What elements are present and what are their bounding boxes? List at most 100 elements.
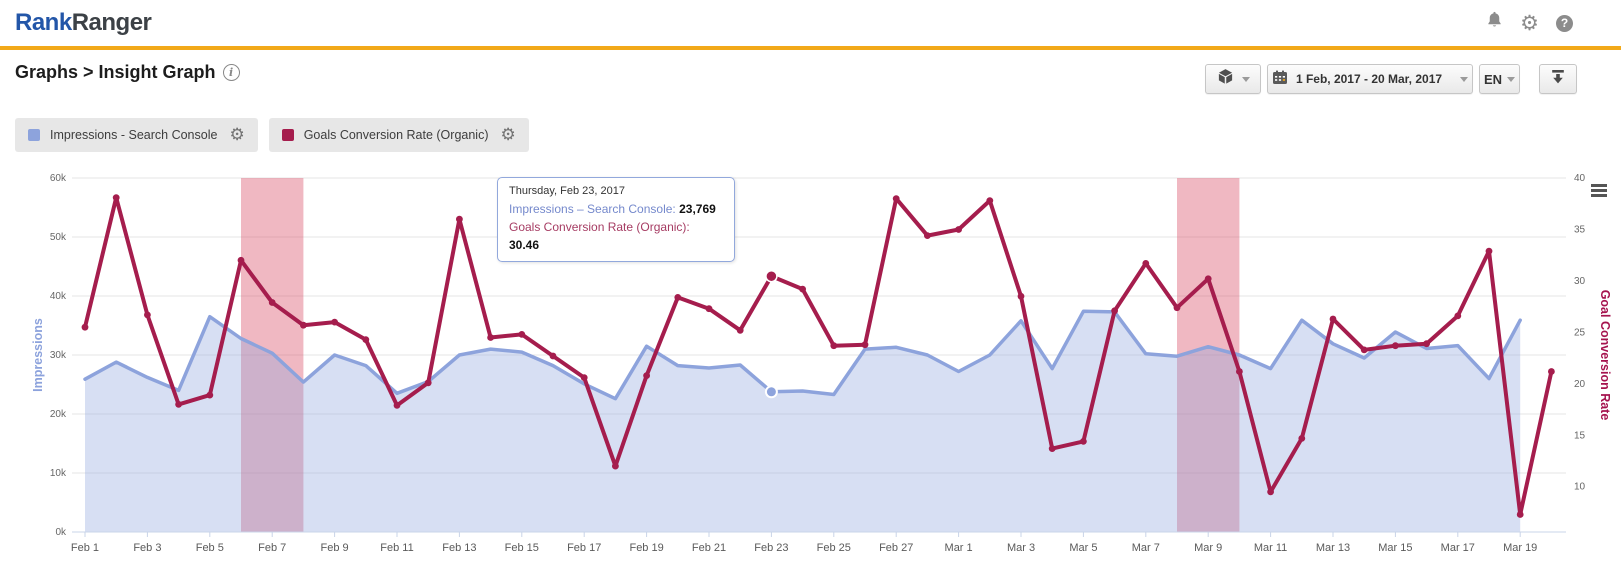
goals-point-marker[interactable] (1454, 312, 1462, 320)
view-selector-button[interactable] (1205, 64, 1261, 94)
y-left-axis-label: 60k (50, 173, 67, 184)
goals-point-marker[interactable] (1516, 511, 1524, 518)
x-axis-label: Feb 27 (879, 542, 913, 554)
goals-point-marker[interactable] (549, 352, 557, 360)
goals-point-marker[interactable] (144, 311, 151, 319)
goals-point-marker[interactable] (1423, 340, 1430, 348)
goals-point-marker[interactable] (1111, 307, 1118, 315)
tooltip-impressions-value: 23,769 (679, 202, 716, 216)
goals-point-marker[interactable] (892, 195, 900, 202)
legend-chip-impressions[interactable]: Impressions - Search Console ⚙ (15, 118, 258, 152)
goals-point-marker[interactable] (1048, 445, 1056, 452)
date-range-picker[interactable]: 1 Feb, 2017 - 20 Mar, 2017 (1267, 64, 1473, 94)
goals-point-marker[interactable] (1392, 342, 1399, 350)
y-left-axis-label: 30k (50, 350, 67, 361)
goals-point-marker[interactable] (643, 372, 650, 379)
goals-point-marker[interactable] (1017, 292, 1025, 300)
x-axis-label: Mar 19 (1503, 542, 1537, 554)
impressions-hover-marker[interactable] (764, 385, 778, 399)
goals-point-marker[interactable] (300, 321, 307, 329)
goals-point-marker[interactable] (830, 342, 838, 350)
y-left-axis-label: 20k (50, 409, 67, 420)
goals-point-marker[interactable] (612, 462, 619, 470)
x-axis-label: Feb 7 (258, 542, 286, 554)
x-axis-label: Mar 11 (1254, 542, 1287, 554)
language-selector[interactable]: EN (1479, 64, 1520, 94)
goals-point-marker[interactable] (1267, 488, 1274, 496)
goals-point-marker[interactable] (237, 256, 245, 264)
goals-point-marker[interactable] (456, 215, 463, 223)
y-right-axis-label: 35 (1574, 224, 1586, 235)
goals-point-marker[interactable] (362, 336, 370, 343)
goals-point-marker[interactable] (1204, 275, 1212, 283)
settings-gear-icon[interactable]: ⚙ (1520, 10, 1539, 35)
legend-label: Goals Conversion Rate (Organic) (303, 128, 489, 142)
goals-point-marker[interactable] (1236, 368, 1243, 375)
download-button[interactable] (1539, 64, 1577, 94)
highlight-plot-band (1177, 178, 1240, 532)
goals-point-marker[interactable] (986, 197, 994, 204)
goals-point-marker[interactable] (924, 232, 931, 239)
language-label: EN (1483, 71, 1503, 87)
goals-point-marker[interactable] (424, 379, 432, 387)
goals-point-marker[interactable] (518, 331, 526, 338)
y-left-axis-label: 0k (55, 527, 67, 538)
goals-point-marker[interactable] (705, 305, 713, 313)
goals-point-marker[interactable] (1080, 438, 1087, 445)
goals-point-marker[interactable] (1142, 260, 1150, 267)
x-axis-label: Mar 13 (1316, 542, 1350, 554)
page-title: Graphs > Insight Graph i (15, 62, 240, 83)
goals-point-marker[interactable] (112, 194, 120, 201)
goals-point-marker[interactable] (206, 391, 214, 399)
tooltip-impressions-row: Impressions – Search Console: 23,769 (509, 200, 723, 218)
bell-icon[interactable] (1486, 11, 1503, 35)
y-right-axis-label: 10 (1574, 482, 1586, 493)
x-axis-label: Feb 1 (71, 542, 99, 554)
goals-point-marker[interactable] (1329, 315, 1337, 323)
help-icon[interactable]: ? (1556, 14, 1573, 32)
goals-point-marker[interactable] (1173, 304, 1181, 312)
goals-point-marker[interactable] (799, 285, 806, 293)
goals-point-marker[interactable] (81, 323, 89, 331)
goals-point-marker[interactable] (268, 299, 276, 306)
insight-graph-chart: Feb 1 Feb 3 Feb 5 Feb 7 Feb 9 Feb 11 Feb 13 Feb… (31, 173, 1612, 554)
logo[interactable]: Rank Ranger (15, 0, 152, 46)
y-right-axis-label: 30 (1574, 276, 1586, 287)
series-settings-gear-icon[interactable]: ⚙ (500, 124, 516, 145)
goals-line[interactable] (83, 195, 1554, 517)
x-axis-label: Feb 15 (505, 542, 539, 554)
legend-chip-goals[interactable]: Goals Conversion Rate (Organic) ⚙ (268, 118, 529, 152)
goals-point-marker[interactable] (1548, 368, 1555, 375)
goals-point-marker[interactable] (487, 334, 494, 341)
series-settings-gear-icon[interactable]: ⚙ (229, 124, 245, 145)
x-axis-label: Mar 15 (1378, 542, 1412, 554)
goals-point-marker[interactable] (175, 401, 183, 408)
goals-point-marker[interactable] (1298, 435, 1306, 442)
chart-tooltip: Thursday, Feb 23, 2017 Impressions – Sea… (497, 177, 735, 262)
info-icon[interactable]: i (222, 64, 240, 81)
x-axis-label: Feb 23 (754, 542, 788, 554)
x-axis-label: Feb 9 (321, 542, 349, 554)
goals-point-marker[interactable] (580, 374, 588, 381)
tooltip-date: Thursday, Feb 23, 2017 (509, 185, 625, 197)
x-axis-label: Mar 1 (945, 542, 973, 554)
y-axis-title-goal-conversion-rate: Goal Conversion Rate (1598, 290, 1612, 421)
x-axis-label: Feb 5 (196, 542, 224, 554)
goals-point-marker[interactable] (674, 294, 682, 301)
goals-point-marker[interactable] (393, 402, 401, 409)
goals-point-marker[interactable] (1485, 247, 1493, 255)
goals-point-marker[interactable] (736, 326, 744, 334)
top-bar: Rank Ranger ⚙ ? (0, 0, 1621, 50)
goals-point-marker[interactable] (331, 318, 338, 326)
goals-point-marker[interactable] (861, 341, 869, 349)
chart-context-menu-icon[interactable] (1591, 184, 1607, 199)
goals-point-marker[interactable] (1360, 346, 1368, 354)
x-axis-label: Mar 17 (1441, 542, 1475, 554)
logo-rank: Rank (15, 9, 72, 36)
impressions-line[interactable] (83, 309, 1522, 401)
goals-hover-marker[interactable] (765, 269, 778, 283)
x-axis-label: Mar 7 (1132, 542, 1160, 554)
x-axis-label: Feb 25 (817, 542, 851, 554)
impressions-area-fill (85, 311, 1521, 532)
goals-point-marker[interactable] (955, 226, 962, 233)
